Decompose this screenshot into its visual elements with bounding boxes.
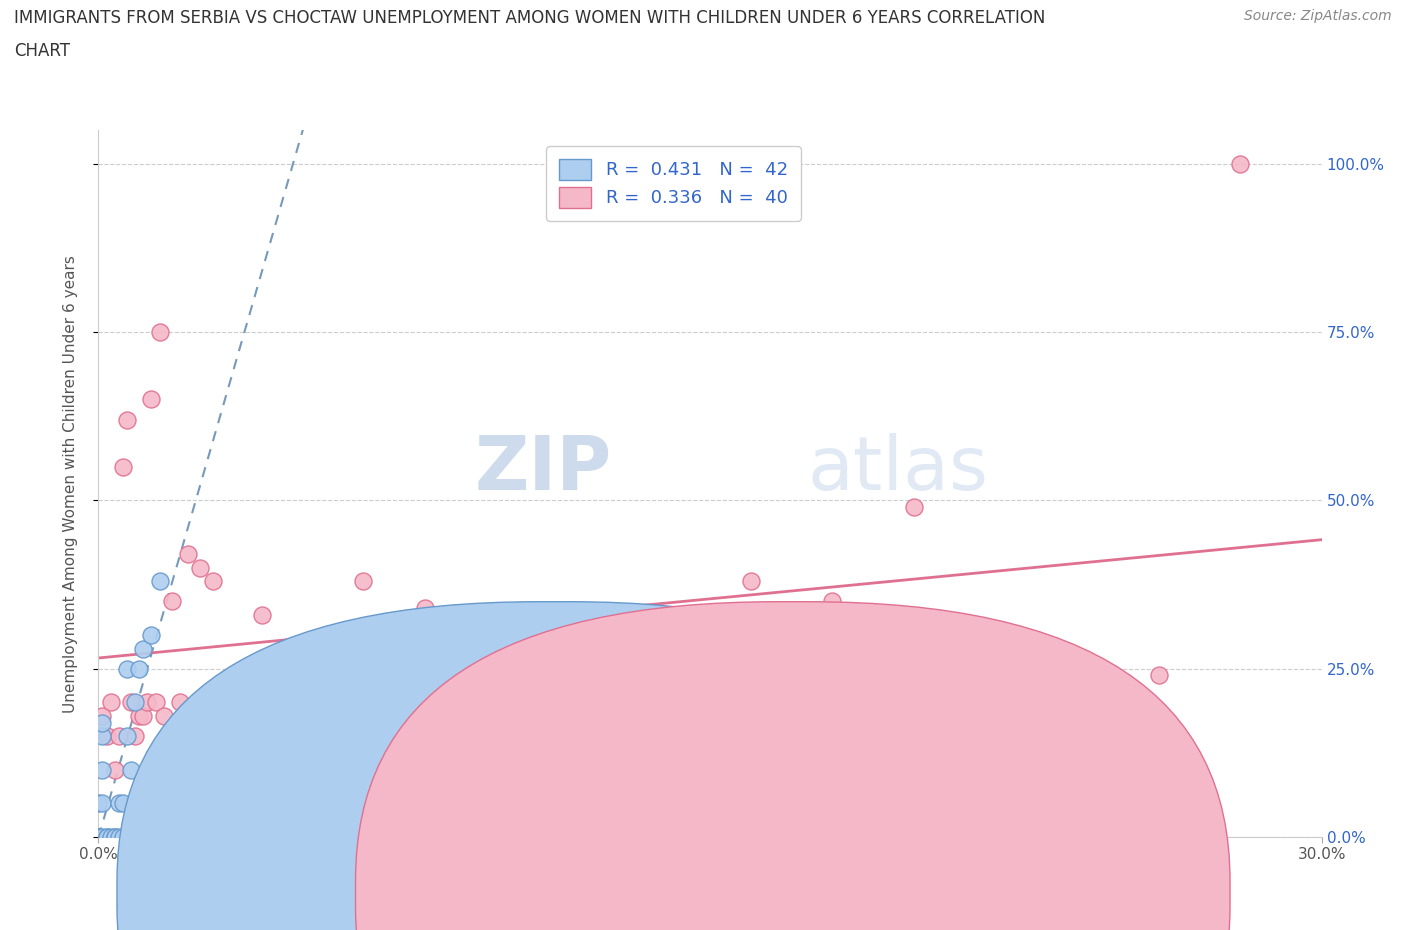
Text: IMMIGRANTS FROM SERBIA VS CHOCTAW UNEMPLOYMENT AMONG WOMEN WITH CHILDREN UNDER 6: IMMIGRANTS FROM SERBIA VS CHOCTAW UNEMPL… xyxy=(14,9,1046,27)
Point xyxy=(87,830,110,844)
Point xyxy=(87,830,110,844)
Point xyxy=(87,830,110,844)
Point xyxy=(96,830,118,844)
Point xyxy=(821,594,844,609)
Text: ZIP: ZIP xyxy=(475,433,612,506)
Point xyxy=(87,830,110,844)
Point xyxy=(332,695,354,710)
Point xyxy=(104,830,127,844)
Point xyxy=(87,796,110,811)
Point xyxy=(576,621,599,636)
Legend: R =  0.431   N =  42, R =  0.336   N =  40: R = 0.431 N = 42, R = 0.336 N = 40 xyxy=(546,146,800,220)
Point xyxy=(1147,668,1170,683)
Point xyxy=(87,830,110,844)
Point xyxy=(87,830,110,844)
Point xyxy=(128,709,150,724)
Point xyxy=(160,594,183,609)
Point xyxy=(111,830,134,844)
Point xyxy=(87,830,110,844)
Point xyxy=(91,728,114,743)
Point xyxy=(100,830,122,844)
Point xyxy=(87,830,110,844)
Point xyxy=(169,695,191,710)
Point xyxy=(96,728,118,743)
Point xyxy=(91,796,114,811)
Point xyxy=(352,574,374,589)
Point xyxy=(149,325,172,339)
Point xyxy=(209,695,232,710)
Point xyxy=(536,695,558,710)
Point xyxy=(145,695,167,710)
Text: CHART: CHART xyxy=(14,42,70,60)
Point xyxy=(270,695,294,710)
Point xyxy=(87,830,110,844)
Point xyxy=(124,728,146,743)
Point xyxy=(658,661,681,676)
Point xyxy=(111,796,134,811)
Point xyxy=(108,830,131,844)
Point xyxy=(111,459,134,474)
Point xyxy=(115,661,138,676)
Point xyxy=(108,796,131,811)
Point xyxy=(141,392,163,407)
Point xyxy=(91,715,114,730)
Point xyxy=(108,728,131,743)
Point xyxy=(413,601,436,616)
Point xyxy=(132,641,155,656)
Point xyxy=(132,709,155,724)
Point xyxy=(87,830,110,844)
Text: atlas: atlas xyxy=(808,433,988,506)
Point xyxy=(91,763,114,777)
Y-axis label: Unemployment Among Women with Children Under 6 years: Unemployment Among Women with Children U… xyxy=(63,255,77,712)
Point xyxy=(115,412,138,427)
Point xyxy=(1229,156,1251,171)
Point xyxy=(87,830,110,844)
Point xyxy=(87,830,110,844)
Point xyxy=(91,709,114,724)
Point xyxy=(115,728,138,743)
Point xyxy=(128,661,150,676)
Point xyxy=(91,830,114,844)
Point xyxy=(1066,661,1088,676)
Point xyxy=(87,830,110,844)
Point xyxy=(740,574,762,589)
Point xyxy=(104,763,127,777)
Point xyxy=(291,715,314,730)
Point xyxy=(152,709,174,724)
Text: Source: ZipAtlas.com: Source: ZipAtlas.com xyxy=(1244,9,1392,23)
Point xyxy=(96,830,118,844)
Point xyxy=(177,547,200,562)
Point xyxy=(984,695,1007,710)
Point xyxy=(250,607,273,622)
Point xyxy=(87,830,110,844)
Point xyxy=(120,763,142,777)
Point xyxy=(87,830,110,844)
Point xyxy=(136,695,159,710)
Point xyxy=(201,574,224,589)
Point xyxy=(149,574,172,589)
Point xyxy=(141,628,163,643)
Text: Immigrants from Serbia: Immigrants from Serbia xyxy=(574,887,756,902)
Point xyxy=(87,830,110,844)
Point xyxy=(188,560,212,575)
Point xyxy=(100,695,122,710)
Point xyxy=(87,830,110,844)
Point xyxy=(903,499,925,514)
Text: Choctaw: Choctaw xyxy=(813,887,879,902)
Point xyxy=(124,695,146,710)
Point xyxy=(454,695,477,710)
Point xyxy=(120,695,142,710)
Point xyxy=(87,830,110,844)
Point xyxy=(104,830,127,844)
Point xyxy=(495,728,517,743)
Point xyxy=(87,830,110,844)
